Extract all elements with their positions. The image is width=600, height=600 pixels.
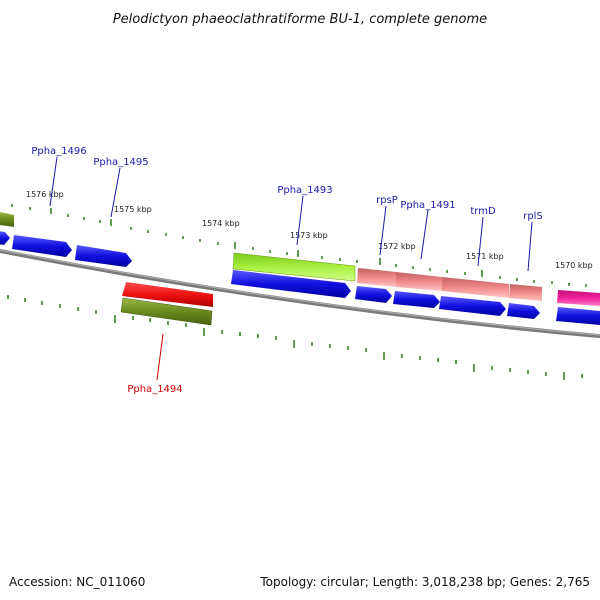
tick-label: 1572 kbp: [378, 242, 416, 251]
leader-line: [296, 195, 304, 246]
tick-label: 1573 kbp: [290, 231, 328, 240]
gene-label[interactable]: Ppha_1494: [127, 384, 182, 395]
gene-feature[interactable]: [557, 290, 600, 306]
gene-feature[interactable]: [357, 268, 396, 287]
gene-feature[interactable]: [442, 277, 509, 298]
cds-arrow[interactable]: [439, 296, 506, 316]
gene-feature[interactable]: [232, 252, 356, 282]
cds-arrow[interactable]: [75, 245, 132, 267]
leader-line: [49, 156, 58, 207]
outer-tick-ring: [11, 204, 587, 287]
gene-feature[interactable]: [509, 284, 542, 301]
gene-feature[interactable]: [120, 297, 213, 326]
leader-line: [156, 333, 164, 381]
gene-label[interactable]: rpsP: [376, 195, 398, 206]
tick-label: 1570 kbp: [555, 261, 593, 270]
cds-arrow[interactable]: [0, 231, 10, 245]
cds-arrow[interactable]: [12, 235, 72, 257]
cds-arrow[interactable]: [231, 270, 351, 298]
gene-label[interactable]: Ppha_1496: [31, 146, 86, 157]
genome-backbone: [0, 248, 600, 339]
gene-feature[interactable]: [396, 272, 442, 291]
outer-features: [0, 212, 600, 306]
leader-lines: [49, 156, 533, 381]
gene-feature[interactable]: [122, 282, 213, 307]
cds-arrow[interactable]: [355, 286, 392, 303]
cds-arrow[interactable]: [556, 307, 600, 325]
cds-arrows: [0, 231, 600, 325]
tick-labels: 1576 kbp 1575 kbp 1574 kbp 1573 kbp 1572…: [26, 190, 593, 270]
gene-feature[interactable]: [0, 212, 14, 227]
tick-label: 1575 kbp: [114, 205, 152, 214]
leader-line: [379, 205, 387, 256]
gene-label[interactable]: Ppha_1495: [93, 157, 148, 168]
map-title: Pelodictyon phaeoclathratiforme BU-1, co…: [113, 12, 487, 27]
leader-line: [110, 167, 121, 218]
tick-label: 1576 kbp: [26, 190, 64, 199]
gene-label[interactable]: trmD: [470, 206, 496, 217]
genome-backbone-highlight: [0, 249, 600, 336]
cds-arrow[interactable]: [393, 291, 440, 308]
gene-label[interactable]: Ppha_1491: [400, 200, 455, 211]
leader-line: [477, 216, 484, 267]
inner-features: [120, 282, 213, 326]
tick-label: 1571 kbp: [466, 252, 504, 261]
inner-tick-ring: [7, 295, 583, 380]
genome-stats-text: Topology: circular; Length: 3,018,238 bp…: [259, 575, 590, 589]
gene-label[interactable]: rplS: [523, 211, 543, 222]
gene-label[interactable]: Ppha_1493: [277, 185, 332, 196]
leader-line: [420, 209, 429, 260]
tick-label: 1574 kbp: [202, 219, 240, 228]
accession-text: Accession: NC_011060: [9, 575, 145, 589]
leader-line: [527, 221, 533, 272]
cds-arrow[interactable]: [507, 303, 540, 319]
gene-labels: Ppha_1496 Ppha_1495 Ppha_1493 rpsP Ppha_…: [31, 146, 542, 395]
